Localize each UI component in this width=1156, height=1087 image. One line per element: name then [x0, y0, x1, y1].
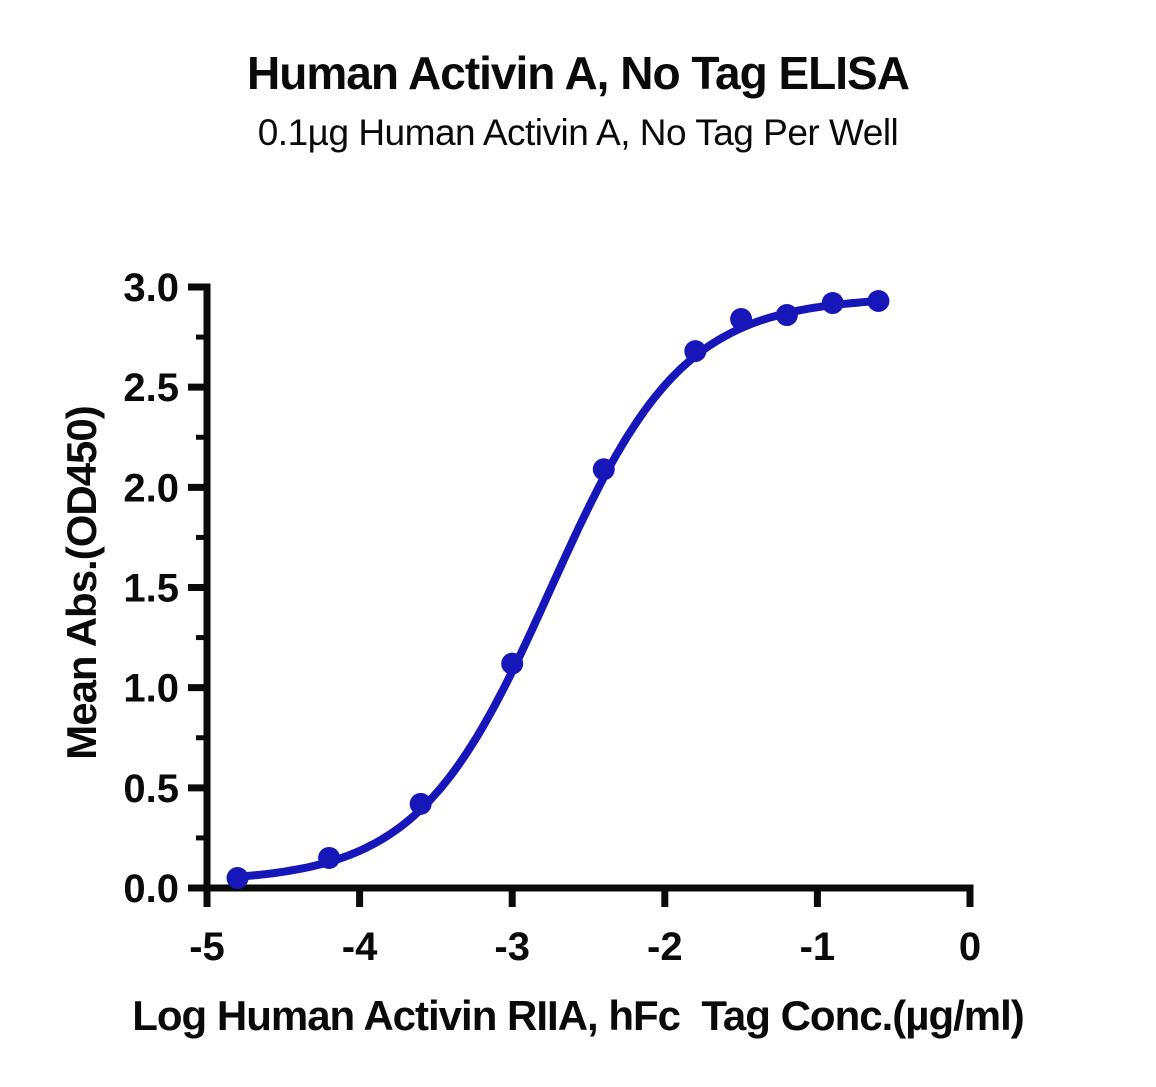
x-tick-label: 0: [959, 925, 981, 969]
x-tick-label: -2: [647, 925, 683, 969]
chart-title: Human Activin A, No Tag ELISA: [247, 47, 910, 99]
data-point: [730, 308, 753, 331]
data-point: [318, 846, 341, 869]
y-tick-label: 0.5: [123, 767, 179, 811]
y-tick-label: 3.0: [123, 266, 179, 310]
x-axis-title: Log Human Activin RIIA, hFc Tag Conc.(µg…: [132, 992, 1025, 1039]
y-tick-label: 0.0: [123, 867, 179, 911]
data-point: [501, 652, 524, 675]
data-point: [775, 304, 798, 327]
x-tick-label: -5: [189, 925, 225, 969]
y-tick-label: 1.0: [123, 667, 179, 711]
x-tick-label: -1: [800, 925, 836, 969]
data-point: [821, 292, 844, 315]
chart-subtitle: 0.1µg Human Activin A, No Tag Per Well: [257, 112, 899, 153]
fit-curve: [233, 297, 883, 881]
data-point: [592, 458, 615, 481]
y-tick-label: 1.5: [123, 567, 179, 611]
x-tick-label: -3: [494, 925, 530, 969]
data-point: [867, 290, 890, 313]
y-tick-label: 2.5: [123, 366, 179, 410]
data-point: [226, 866, 249, 889]
data-point: [684, 340, 707, 363]
y-tick-label: 2.0: [123, 466, 179, 510]
x-tick-label: -4: [342, 925, 378, 969]
data-point: [409, 792, 432, 815]
